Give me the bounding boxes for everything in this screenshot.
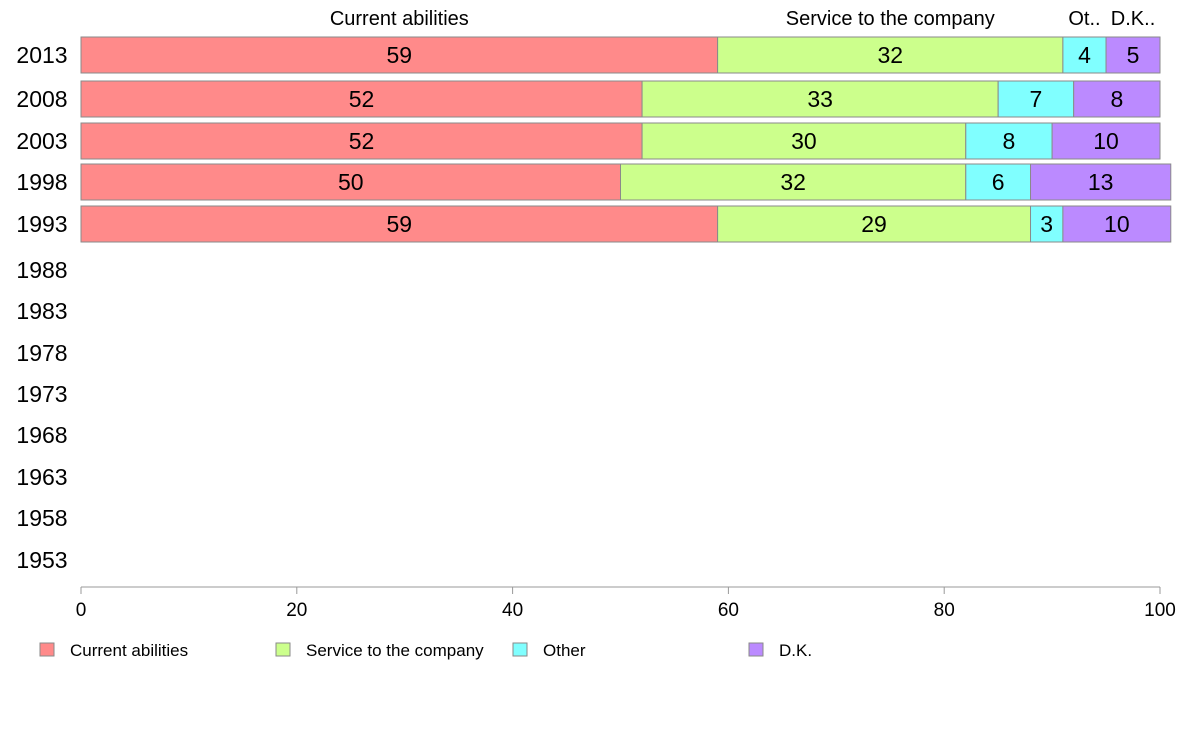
bar-segment (80, 163, 621, 201)
bar-value-label: 5 (1127, 42, 1140, 68)
x-tick-label: 40 (502, 600, 523, 621)
bar-value-label: 8 (1110, 86, 1123, 112)
legend-item: Service to the company (275, 641, 484, 660)
y-tick-label: 2013 (16, 42, 67, 68)
bar-segment (1030, 205, 1064, 243)
bar-value-label: 59 (387, 211, 413, 237)
y-axis-labels: 2013 2008 2003 1998 1993 1988 1983 1978 1973 1968… (16, 42, 67, 573)
bar-segment (1030, 163, 1172, 201)
y-tick-label: 1998 (16, 169, 67, 195)
bar-segment (1051, 122, 1161, 160)
bar-segment (620, 163, 967, 201)
bar-segment (80, 122, 643, 160)
y-tick-label: 1968 (16, 422, 67, 448)
legend-label: Service to the company (306, 641, 484, 660)
bar-segment (717, 36, 1064, 74)
legend-swatch (275, 642, 291, 657)
bar-value-label: 6 (992, 169, 1005, 195)
bar-segment (80, 205, 719, 243)
x-tick-label: 80 (934, 600, 955, 621)
legend-label: Current abilities (70, 641, 188, 660)
x-tick-label: 20 (286, 600, 307, 621)
y-tick-label: 2008 (16, 86, 67, 112)
bar-segment (80, 36, 719, 74)
y-tick-label: 1973 (16, 381, 67, 407)
y-tick-label: 1963 (16, 464, 67, 490)
bar-segment (80, 80, 643, 118)
bar-value-label: 52 (349, 86, 375, 112)
x-tick-label: 60 (718, 600, 739, 621)
y-tick-label: 1993 (16, 211, 67, 237)
bar-value-label: 52 (349, 128, 375, 154)
bar-value-label: 32 (877, 42, 903, 68)
bar-segment (1062, 36, 1107, 74)
bar-segment (997, 80, 1075, 118)
x-tick-label: 100 (1144, 600, 1176, 621)
column-header-label: Ot.. (1068, 8, 1100, 30)
bar-value-label: 13 (1088, 169, 1114, 195)
legend-label: Other (543, 641, 586, 660)
bar-value-label: 29 (861, 211, 887, 237)
bar-segment (1073, 80, 1161, 118)
column-header-label: D.K.. (1111, 8, 1155, 30)
bar-value-label: 32 (780, 169, 806, 195)
bar-value-label: 33 (807, 86, 833, 112)
y-tick-label: 1988 (16, 257, 67, 283)
legend-item: Current abilities (39, 641, 188, 660)
x-tick-label: 0 (76, 600, 87, 621)
column-header-labels: Current abilities Service to the company O… (330, 8, 1155, 30)
bar-value-label: 59 (387, 42, 413, 68)
bar-value-label: 3 (1040, 211, 1053, 237)
bar-value-label: 4 (1078, 42, 1091, 68)
bar-segment (1105, 36, 1161, 74)
x-axis: 0 20 40 60 80 100 (76, 586, 1176, 621)
y-tick-label: 1958 (16, 505, 67, 531)
bar-value-label: 10 (1104, 211, 1130, 237)
legend-swatch (39, 642, 55, 657)
bar-value-label: 7 (1030, 86, 1043, 112)
bar-segment (641, 80, 999, 118)
legend-swatch (748, 642, 764, 657)
bar-segment (717, 205, 1032, 243)
legend-swatch (512, 642, 528, 657)
legend: Current abilities Service to the company O… (39, 641, 812, 660)
bar-value-label: 30 (791, 128, 817, 154)
y-tick-label: 1953 (16, 547, 67, 573)
column-header-label: Service to the company (786, 8, 995, 30)
bar-value-label: 10 (1093, 128, 1119, 154)
bar-segment (641, 122, 967, 160)
y-tick-label: 1983 (16, 298, 67, 324)
bar-value-label: 8 (1003, 128, 1016, 154)
column-header-label: Current abilities (330, 8, 469, 30)
legend-item: D.K. (748, 641, 812, 660)
legend-item: Other (512, 641, 586, 660)
legend-label: D.K. (779, 641, 812, 660)
y-tick-label: 1978 (16, 340, 67, 366)
y-tick-label: 2003 (16, 128, 67, 154)
bar-segment (1062, 205, 1172, 243)
bar-value-label: 50 (338, 169, 364, 195)
